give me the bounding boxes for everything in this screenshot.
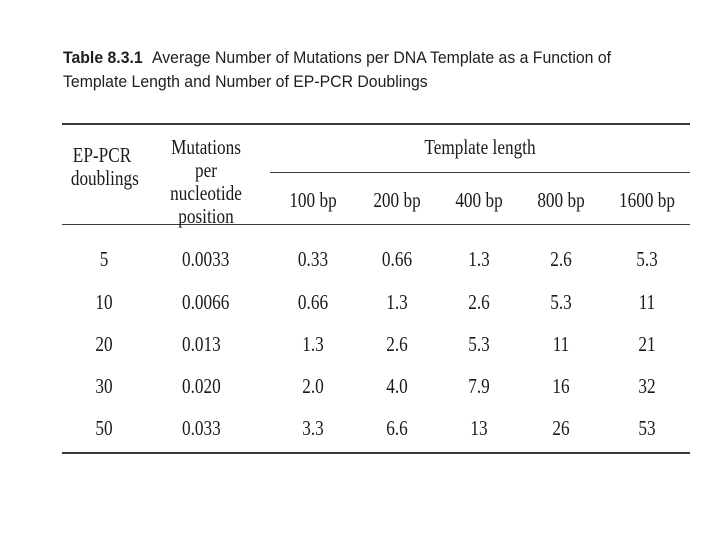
cell-mutations: 0.033 bbox=[182, 416, 221, 440]
cell-value-4: 53 bbox=[638, 416, 656, 440]
cell-value-3: 16 bbox=[552, 374, 570, 398]
caption-line-2: Template Length and Number of EP-PCR Dou… bbox=[63, 72, 428, 91]
header-template-length: Template length bbox=[424, 135, 536, 159]
cell-mutations: 0.0033 bbox=[182, 247, 230, 271]
cell-value-3: 11 bbox=[552, 332, 570, 356]
header-length-1: 200 bp bbox=[373, 188, 421, 212]
cell-value-1: 4.0 bbox=[386, 374, 408, 398]
cell-doublings: 30 bbox=[95, 374, 113, 398]
header-mutations-line-3: position bbox=[178, 204, 234, 228]
table-number: Table 8.3.1 bbox=[63, 48, 143, 67]
template-length-rule bbox=[270, 172, 690, 173]
cell-mutations: 0.013 bbox=[182, 332, 221, 356]
header-length-4: 1600 bp bbox=[619, 188, 675, 212]
cell-value-4: 11 bbox=[638, 290, 656, 314]
cell-value-0: 1.3 bbox=[302, 332, 324, 356]
header-bottom-rule bbox=[62, 224, 690, 225]
cell-value-4: 32 bbox=[638, 374, 656, 398]
cell-value-0: 0.66 bbox=[297, 290, 329, 314]
cell-value-0: 3.3 bbox=[302, 416, 324, 440]
header-length-3: 800 bp bbox=[537, 188, 585, 212]
header-length-2: 400 bp bbox=[455, 188, 503, 212]
header-mutations-line-2: nucleotide bbox=[170, 181, 242, 205]
cell-mutations: 0.020 bbox=[182, 374, 221, 398]
cell-value-0: 2.0 bbox=[302, 374, 324, 398]
header-doublings-line-1: EP-PCR bbox=[72, 143, 132, 167]
table-caption: Table 8.3.1 Average Number of Mutations p… bbox=[63, 46, 621, 94]
cell-value-3: 2.6 bbox=[550, 247, 572, 271]
cell-value-2: 13 bbox=[470, 416, 488, 440]
header-mutations-line-1: Mutations per bbox=[171, 135, 241, 182]
table-top-rule bbox=[62, 123, 690, 125]
table-bottom-rule bbox=[62, 452, 690, 454]
cell-doublings: 20 bbox=[95, 332, 113, 356]
cell-value-0: 0.33 bbox=[297, 247, 329, 271]
cell-value-1: 2.6 bbox=[386, 332, 408, 356]
cell-value-1: 1.3 bbox=[386, 290, 408, 314]
cell-value-3: 26 bbox=[552, 416, 570, 440]
header-doublings-line-2: doublings bbox=[70, 166, 139, 190]
cell-value-1: 6.6 bbox=[386, 416, 408, 440]
caption-line-1: Average Number of Mutations per DNA Temp… bbox=[151, 48, 612, 67]
header-length-0: 100 bp bbox=[289, 188, 337, 212]
cell-value-2: 5.3 bbox=[468, 332, 490, 356]
cell-doublings: 5 bbox=[99, 247, 109, 271]
cell-doublings: 50 bbox=[95, 416, 113, 440]
cell-value-2: 2.6 bbox=[468, 290, 490, 314]
cell-value-2: 7.9 bbox=[468, 374, 490, 398]
cell-value-3: 5.3 bbox=[550, 290, 572, 314]
cell-doublings: 10 bbox=[95, 290, 113, 314]
cell-value-1: 0.66 bbox=[381, 247, 413, 271]
cell-value-2: 1.3 bbox=[468, 247, 490, 271]
cell-value-4: 21 bbox=[638, 332, 656, 356]
header-doublings: EP-PCR doublings bbox=[70, 143, 139, 190]
header-mutations: Mutations per nucleotide position bbox=[160, 136, 252, 228]
cell-mutations: 0.0066 bbox=[182, 290, 230, 314]
cell-value-4: 5.3 bbox=[636, 247, 658, 271]
